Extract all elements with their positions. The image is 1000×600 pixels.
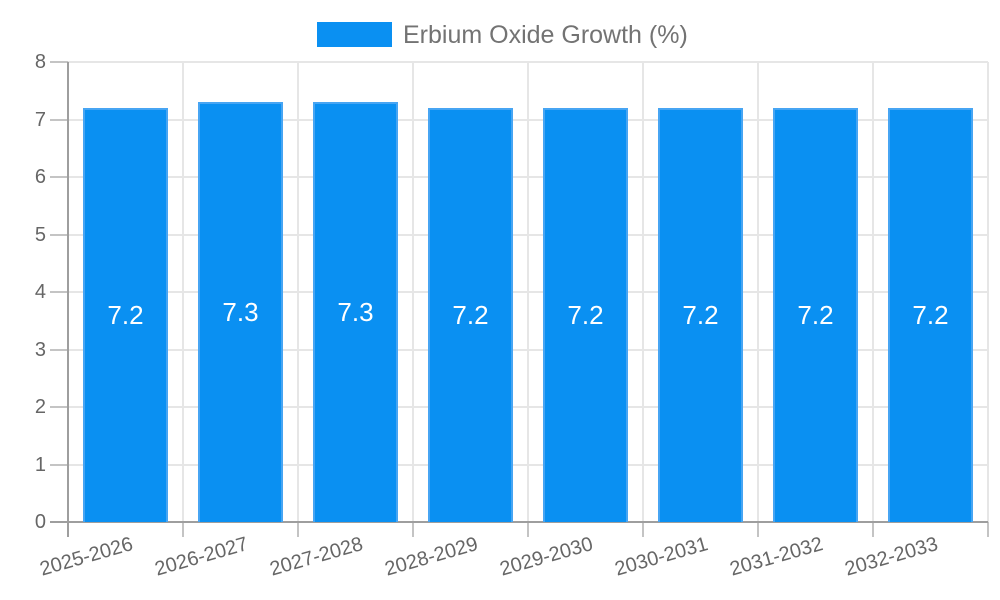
gridline-v bbox=[757, 62, 759, 522]
bar[interactable] bbox=[542, 108, 629, 522]
y-tick-label: 0 bbox=[34, 511, 46, 533]
bar[interactable] bbox=[312, 102, 399, 522]
x-tick-label: 2032-2033 bbox=[842, 533, 941, 581]
x-tick bbox=[182, 522, 184, 537]
x-tick-label: 2026-2027 bbox=[152, 533, 251, 581]
x-tick bbox=[527, 522, 529, 537]
y-tick bbox=[50, 118, 68, 121]
x-tick bbox=[412, 522, 414, 537]
x-tick-label: 2029-2030 bbox=[497, 533, 596, 581]
bar[interactable] bbox=[887, 108, 974, 522]
bar-value-label: 7.2 bbox=[452, 300, 489, 330]
y-tick-label: 5 bbox=[34, 223, 46, 246]
y-tick bbox=[50, 463, 68, 466]
x-tick bbox=[642, 522, 644, 537]
y-tick bbox=[50, 61, 68, 63]
x-axis-line bbox=[50, 521, 988, 523]
x-tick bbox=[872, 522, 874, 537]
y-tick bbox=[50, 406, 68, 408]
gridline-v bbox=[527, 62, 529, 522]
bar[interactable] bbox=[82, 108, 169, 522]
bar-value-label: 7.2 bbox=[797, 300, 834, 330]
y-tick-label: 4 bbox=[34, 281, 46, 303]
y-axis-line bbox=[67, 62, 69, 537]
gridline-v bbox=[182, 62, 184, 522]
x-tick-label: 2030-2031 bbox=[612, 533, 711, 581]
bar[interactable] bbox=[657, 108, 744, 522]
bar-value-label: 7.2 bbox=[682, 300, 719, 330]
gridline-v bbox=[642, 62, 644, 522]
chart-legend: Erbium Oxide Growth (%) bbox=[0, 21, 1000, 49]
x-tick bbox=[297, 522, 299, 537]
y-tick-label: 2 bbox=[34, 396, 46, 418]
y-tick bbox=[50, 291, 68, 293]
bar[interactable] bbox=[197, 102, 284, 522]
bar-value-label: 7.2 bbox=[912, 300, 949, 330]
bar[interactable] bbox=[427, 108, 514, 522]
bar[interactable] bbox=[772, 108, 859, 522]
x-tick-label: 2031-2032 bbox=[727, 533, 826, 581]
gridline-v bbox=[297, 62, 299, 522]
x-tick-label: 2027-2028 bbox=[267, 533, 366, 581]
x-tick bbox=[757, 522, 759, 537]
x-tick-label: 2025-2026 bbox=[37, 533, 136, 581]
gridline-v bbox=[412, 62, 414, 522]
y-tick bbox=[50, 348, 68, 351]
legend-label[interactable]: Erbium Oxide Growth (%) bbox=[403, 21, 688, 49]
bar-value-label: 7.3 bbox=[222, 297, 259, 328]
y-tick-label: 3 bbox=[34, 338, 46, 361]
y-tick-label: 8 bbox=[34, 51, 46, 73]
legend-swatch[interactable] bbox=[317, 22, 392, 47]
bar-value-label: 7.2 bbox=[107, 300, 144, 330]
y-tick-label: 1 bbox=[34, 453, 46, 476]
gridline-v bbox=[987, 62, 989, 522]
gridline-v bbox=[872, 62, 874, 522]
x-tick bbox=[987, 522, 989, 537]
bar-value-label: 7.3 bbox=[337, 297, 374, 328]
y-tick bbox=[50, 176, 68, 178]
y-tick-label: 7 bbox=[34, 108, 46, 131]
x-tick-label: 2028-2029 bbox=[382, 533, 481, 581]
y-tick bbox=[50, 233, 68, 236]
bar-value-label: 7.2 bbox=[567, 300, 604, 330]
y-tick-label: 6 bbox=[34, 166, 46, 188]
